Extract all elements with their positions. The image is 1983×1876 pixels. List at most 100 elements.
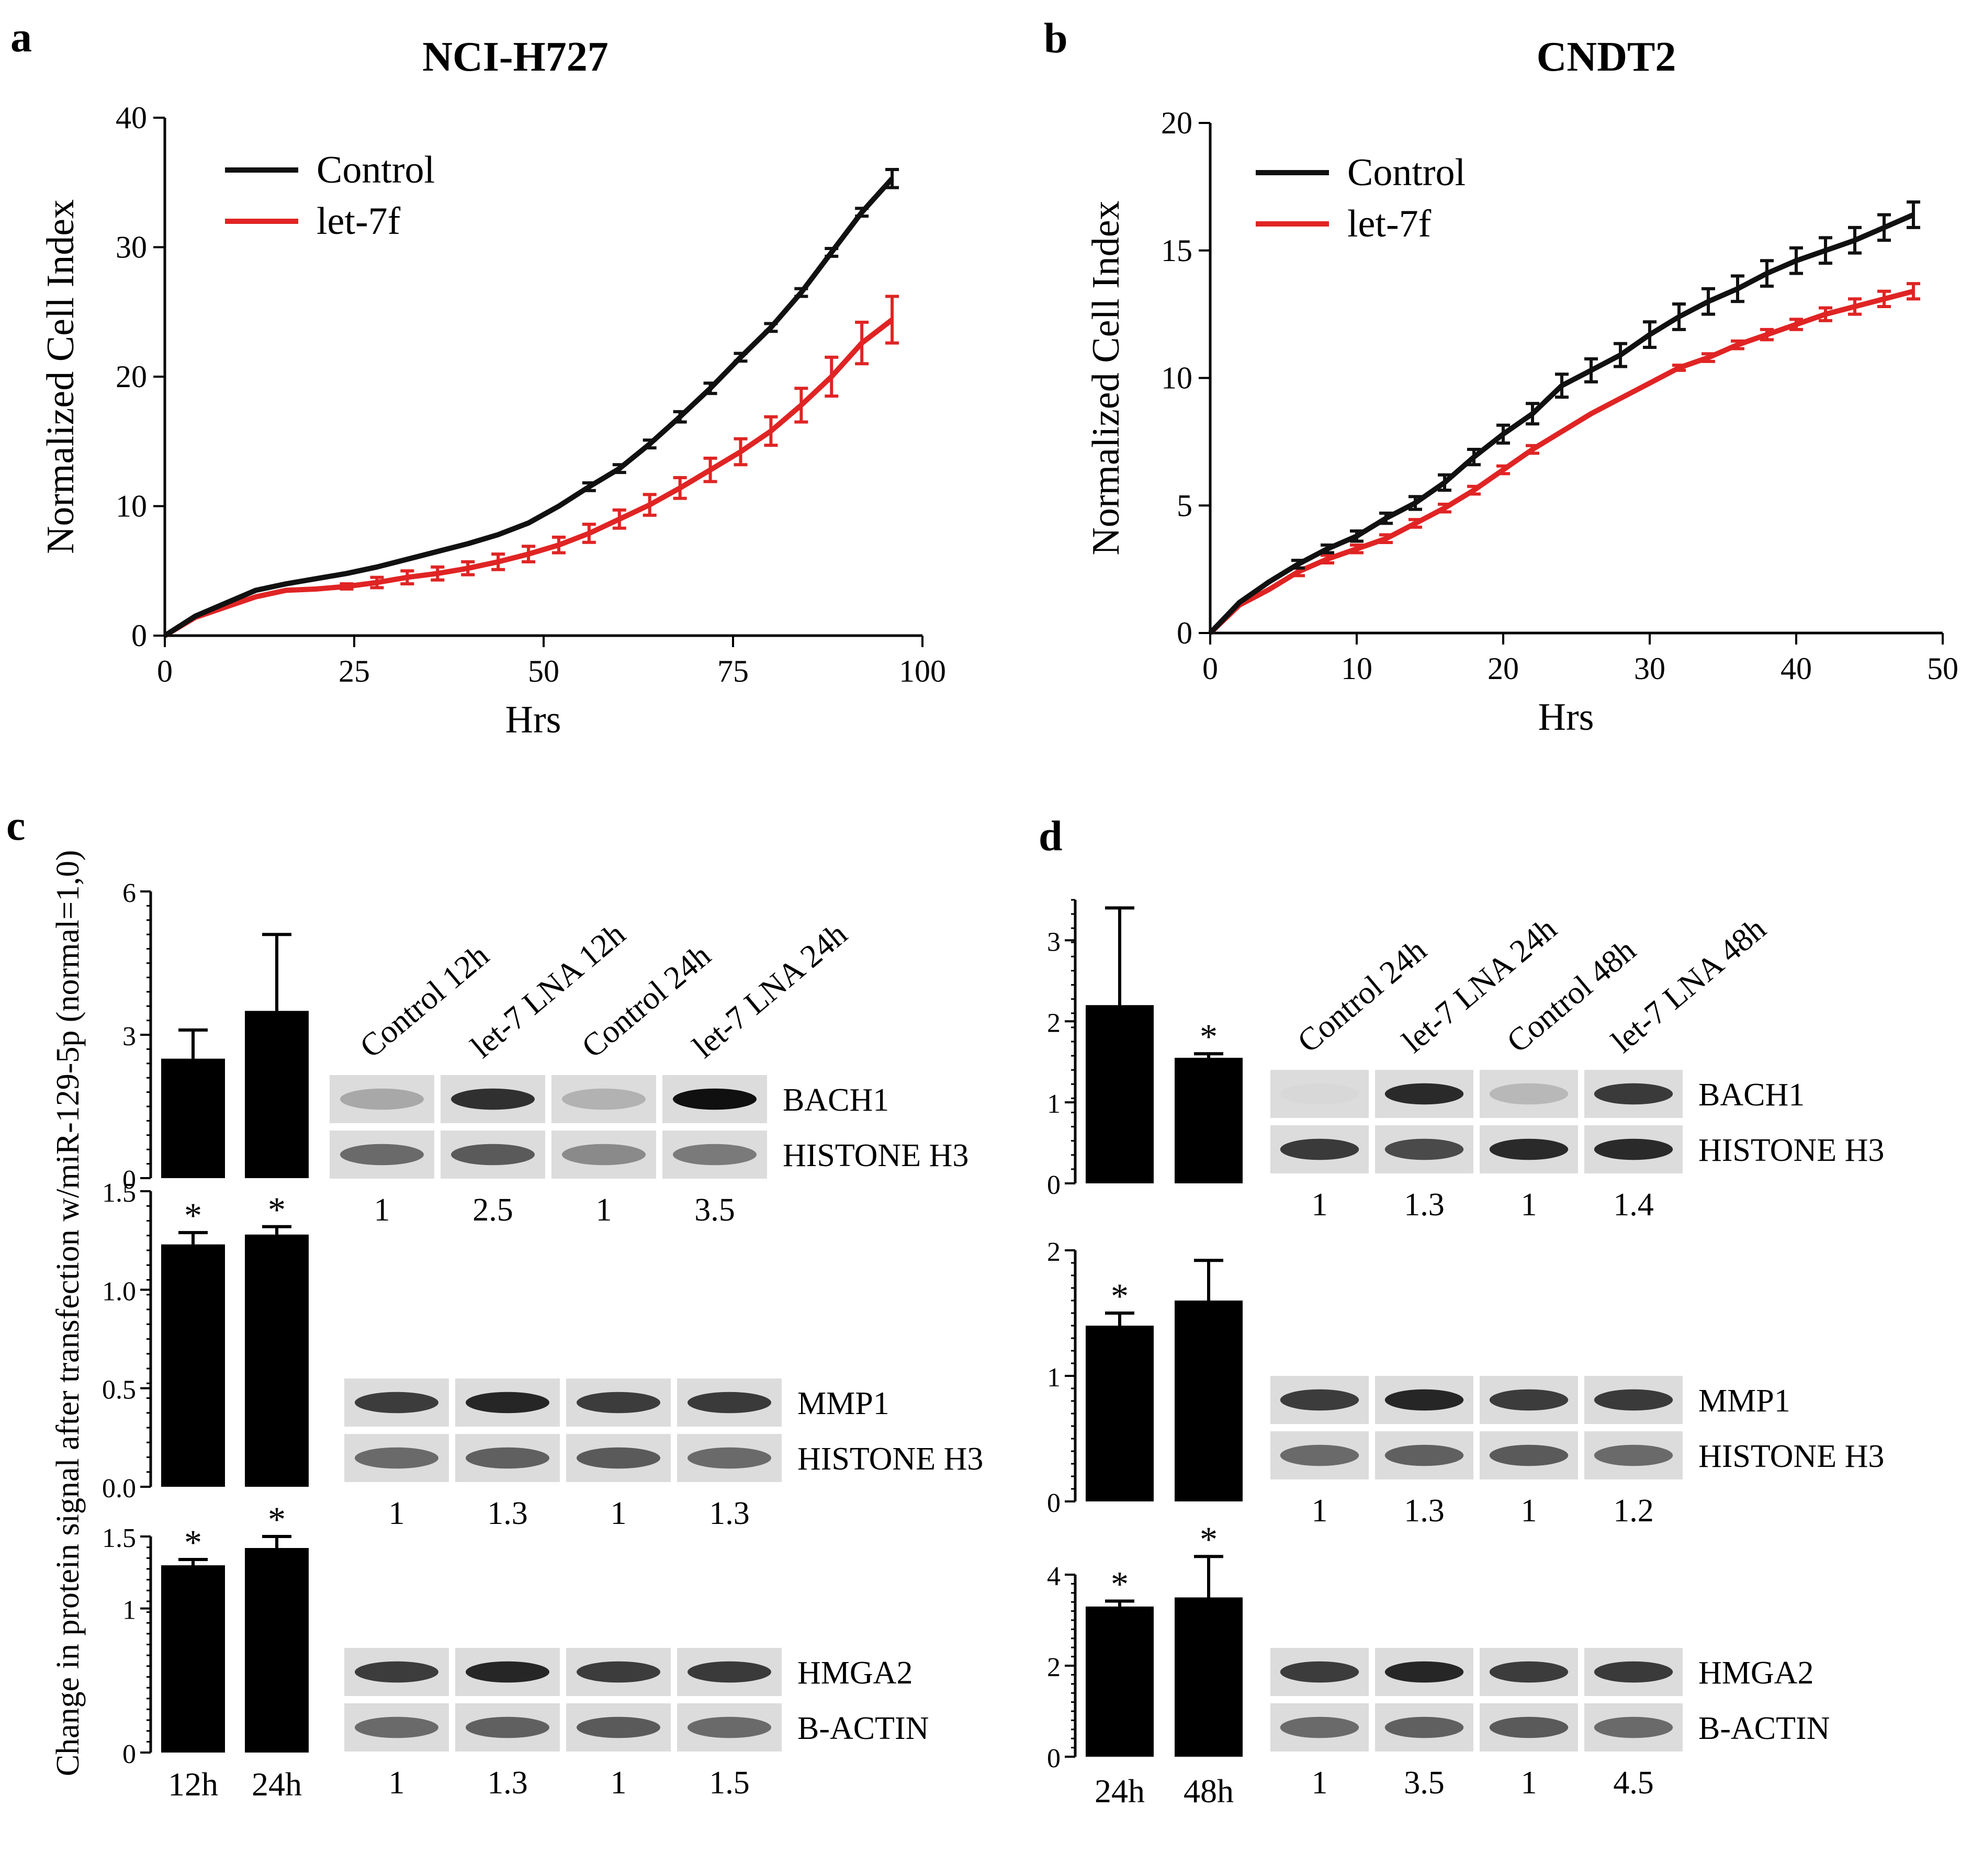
significance-star: * [268, 1499, 286, 1539]
blot-band [466, 1716, 549, 1738]
blot-band [1594, 1444, 1673, 1466]
y-tick-label: 10 [1161, 361, 1192, 395]
x-tick-label: 50 [528, 654, 559, 688]
bar-y-tick-label: 2 [1047, 1653, 1061, 1682]
y-tick-label: 20 [1161, 106, 1192, 140]
blot-ratio-label: 1.3 [487, 1765, 528, 1801]
blot-band [688, 1661, 771, 1683]
bar-y-tick-label: 0.0 [102, 1474, 136, 1504]
x-tick-label: 10 [1341, 651, 1372, 686]
x-tick-label: 20 [1488, 651, 1519, 686]
blot-band [1280, 1389, 1359, 1411]
bar-bach1-1 [1175, 1057, 1243, 1183]
blot-band [1489, 1138, 1569, 1160]
blot-ratio-label: 1 [1312, 1493, 1328, 1529]
blot-band [1489, 1716, 1569, 1738]
bar-y-tick-label: 0 [122, 1739, 136, 1769]
y-tick-label: 5 [1177, 488, 1192, 523]
bar-y-tick-label: 3 [1047, 927, 1061, 957]
blot-protein-label: BACH1 [1698, 1077, 1805, 1113]
blot-protein-label: HISTONE H3 [783, 1138, 968, 1173]
significance-star: * [1111, 1564, 1129, 1603]
blot-band [1384, 1716, 1464, 1738]
bar-category-label: 48h [1184, 1772, 1234, 1810]
blot-band [1384, 1444, 1464, 1466]
blot-ratio-label: 3.5 [1404, 1765, 1445, 1801]
blot-protein-label: HMGA2 [797, 1655, 912, 1691]
y-tick-label: 0 [1177, 616, 1192, 650]
blot-band [1384, 1661, 1464, 1683]
blot-ratio-label: 1.3 [487, 1496, 528, 1531]
blot-band [1594, 1389, 1673, 1411]
blot-band [355, 1661, 438, 1683]
significance-star: * [268, 1190, 286, 1229]
legend-label: Control [1347, 151, 1466, 194]
y-tick-label: 30 [116, 230, 147, 265]
bar-y-tick-label: 1.5 [102, 1523, 136, 1553]
blot-ratio-label: 1 [374, 1192, 390, 1228]
bar-bach1-0 [1086, 1005, 1154, 1183]
blot-ratio-label: 1.5 [709, 1765, 750, 1801]
blot-ratio-label: 1 [389, 1496, 405, 1531]
blot-band [466, 1392, 549, 1414]
blot-protein-label: HISTONE H3 [1698, 1439, 1884, 1474]
line-chart-b: 0 5 10 15 20 0 10 20 30 40 50 Hrs Normalized Cell In… [1085, 106, 1958, 739]
significance-star: * [184, 1195, 202, 1235]
blot-band [1280, 1138, 1359, 1160]
bar-y-tick-label: 6 [122, 878, 136, 908]
blot-band [451, 1144, 535, 1166]
bar-hmga2-0 [1086, 1606, 1154, 1757]
significance-star: * [1200, 1016, 1218, 1056]
x-tick-label: 25 [339, 654, 370, 688]
bar-y-tick-label: 2 [1047, 1237, 1061, 1267]
x-tick-label: 0 [1202, 651, 1218, 686]
panel-a-letter: a [10, 13, 32, 61]
blot-band [1280, 1661, 1359, 1683]
bar-bach1-0 [161, 1058, 225, 1178]
blot-ratio-label: 1.3 [709, 1496, 750, 1531]
blot-band [1489, 1661, 1569, 1683]
blot-band [577, 1447, 660, 1469]
bar-bach1-1 [245, 1011, 309, 1178]
legend-label: let-7f [317, 200, 401, 243]
bar-y-tick-label: 1 [1047, 1089, 1061, 1119]
y-axis-label: Normalized Cell Index [1085, 200, 1128, 555]
panel-a-title: NCI-H727 [422, 34, 609, 80]
bar-y-tick-label: 0 [122, 1165, 136, 1195]
blot-band [466, 1447, 549, 1469]
x-tick-label: 100 [899, 654, 946, 688]
significance-star: * [184, 1522, 202, 1562]
blot-ratio-label: 2.5 [472, 1192, 513, 1228]
y-tick-label: 10 [116, 489, 147, 524]
blot-ratio-label: 1 [1312, 1187, 1328, 1223]
blot-band [355, 1447, 438, 1469]
blot-ratio-label: 1 [611, 1496, 627, 1531]
blot-band [1594, 1716, 1673, 1738]
blot-ratio-label: 1 [596, 1192, 612, 1228]
legend-label: let-7f [1347, 202, 1432, 245]
blot-protein-label: HISTONE H3 [1698, 1133, 1884, 1168]
bar-category-label: 12h [168, 1766, 218, 1803]
blot-ratio-label: 1 [1521, 1765, 1537, 1801]
blot-band [1384, 1083, 1464, 1105]
bar-y-tick-label: 1 [1047, 1363, 1061, 1393]
blot-band [355, 1392, 438, 1414]
x-tick-label: 75 [717, 654, 749, 688]
blot-band [1280, 1083, 1359, 1105]
blot-band [1384, 1138, 1464, 1160]
bar-mmp1-0 [161, 1244, 225, 1487]
y-tick-label: 15 [1161, 233, 1192, 268]
blot-band [1280, 1444, 1359, 1466]
bar-mmp1-1 [245, 1234, 309, 1487]
blot-band [1489, 1083, 1569, 1105]
x-tick-label: 50 [1927, 651, 1958, 686]
blot-band [688, 1447, 771, 1469]
blot-band [562, 1144, 646, 1166]
blot-band [340, 1144, 424, 1166]
blot-ratio-label: 1 [1521, 1187, 1537, 1223]
blot-protein-label: B-ACTIN [797, 1711, 929, 1746]
blot-protein-label: HISTONE H3 [797, 1441, 983, 1477]
bar-mmp1-0 [1086, 1326, 1154, 1501]
blot-band [1489, 1389, 1569, 1411]
